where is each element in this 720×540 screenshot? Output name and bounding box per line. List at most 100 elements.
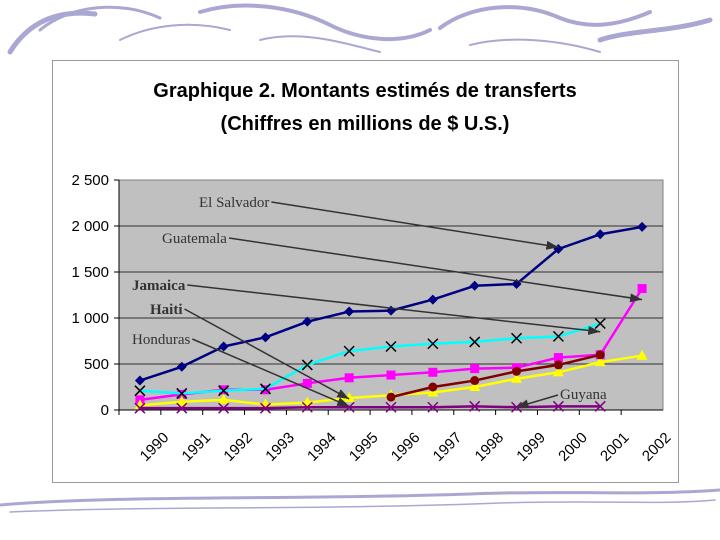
chart-subtitle: (Chiffres en millions de $ U.S.)	[221, 113, 510, 135]
data-point	[385, 401, 397, 413]
gridlines	[119, 225, 663, 365]
data-point	[511, 372, 523, 383]
series-5	[386, 350, 605, 402]
data-point	[511, 332, 523, 344]
data-point	[260, 332, 271, 343]
x-tick-label: 1999	[513, 429, 549, 465]
annotation-arrow	[516, 394, 559, 409]
data-point	[552, 400, 564, 412]
y-tick-label: 500	[84, 356, 109, 373]
data-point	[134, 399, 146, 410]
annotation-arrow	[228, 237, 643, 303]
data-point	[636, 349, 648, 360]
x-tick-label: 2001	[597, 429, 633, 465]
annotation-5: Honduras	[132, 332, 350, 408]
annotation-label: Guyana	[560, 387, 607, 403]
x-tick-label: 1998	[471, 429, 507, 465]
series-line	[390, 353, 601, 399]
x-axis-ticks: 1990 1991 1992 1993 1994 1995 1996 1997 1998 1999…	[118, 410, 675, 465]
data-point	[176, 361, 187, 372]
data-point	[259, 402, 271, 414]
data-point	[552, 366, 564, 377]
data-point	[134, 402, 146, 414]
axes	[118, 180, 663, 411]
y-tick-label: 0	[101, 402, 109, 419]
x-tick-label: 1993	[262, 429, 298, 465]
annotation-label: Haiti	[150, 302, 183, 318]
data-point	[218, 393, 230, 404]
data-point	[637, 284, 647, 294]
annotation-layer: El Salvador Guatemala Jamaica Haiti Honduras…	[132, 195, 643, 409]
data-point	[595, 350, 605, 360]
series-line	[139, 322, 601, 395]
x-tick-label: 1992	[220, 429, 256, 465]
annotation-label: El Salvador	[199, 195, 269, 211]
data-point	[470, 376, 480, 386]
data-point	[301, 359, 313, 371]
data-point	[553, 353, 563, 363]
data-point	[176, 387, 188, 399]
data-point	[176, 402, 188, 414]
data-point	[176, 395, 188, 406]
data-point	[301, 401, 313, 413]
series-1	[134, 221, 648, 386]
data-point	[594, 400, 606, 412]
data-point	[512, 366, 522, 376]
annotation-arrow	[184, 308, 350, 400]
annotation-label: Jamaica	[132, 278, 186, 294]
data-point	[595, 229, 606, 240]
data-point	[553, 360, 563, 370]
chart: Graphique 2. Montants estimés de transfe…	[71, 80, 675, 465]
data-point	[427, 338, 439, 350]
data-point	[386, 370, 396, 380]
data-point	[469, 381, 481, 391]
data-point	[594, 356, 606, 367]
data-point	[469, 280, 480, 291]
data-point	[386, 392, 396, 402]
annotation-6: Guyana	[516, 387, 607, 409]
data-point	[302, 378, 312, 388]
data-point	[134, 375, 145, 386]
x-tick-label: 2000	[555, 429, 591, 465]
x-tick-label: 1997	[430, 429, 466, 465]
data-point	[428, 382, 438, 392]
data-point	[385, 340, 397, 353]
data-point	[344, 306, 355, 317]
y-tick-label: 1 500	[71, 264, 109, 281]
data-point	[218, 341, 229, 352]
data-point	[302, 316, 313, 327]
x-tick-label: 2002	[639, 429, 675, 465]
data-point	[637, 221, 648, 232]
series-6	[134, 400, 606, 414]
x-tick-label: 1995	[346, 429, 382, 465]
series-3	[134, 317, 606, 399]
annotation-3: Jamaica	[132, 278, 601, 335]
data-point	[218, 402, 230, 414]
data-point	[470, 364, 480, 374]
x-tick-label: 1994	[304, 429, 340, 465]
annotation-arrow	[187, 284, 601, 335]
y-tick-label: 2 500	[71, 172, 109, 189]
annotation-label: Guatemala	[162, 231, 227, 247]
data-point	[259, 383, 271, 395]
annotation-arrow	[271, 201, 559, 250]
chart-title: Graphique 2. Montants estimés de transfe…	[153, 80, 576, 102]
data-point	[427, 386, 439, 397]
y-tick-label: 1 000	[71, 310, 109, 327]
data-point	[469, 336, 481, 348]
data-point	[427, 294, 438, 305]
data-point	[343, 345, 355, 357]
y-axis-ticks: 0 500 1 000 1 500 2 000 2 500	[71, 172, 119, 419]
x-tick-label: 1990	[137, 429, 173, 465]
data-point	[428, 367, 438, 377]
y-tick-label: 2 000	[71, 218, 109, 235]
data-point	[427, 401, 439, 413]
data-point	[469, 400, 481, 412]
annotation-label: Honduras	[132, 332, 190, 348]
annotation-arrow	[192, 338, 350, 408]
annotation-4: Haiti	[150, 302, 350, 400]
annotation-1: El Salvador	[199, 195, 559, 250]
annotation-2: Guatemala	[162, 231, 643, 303]
x-tick-label: 1996	[388, 429, 424, 465]
